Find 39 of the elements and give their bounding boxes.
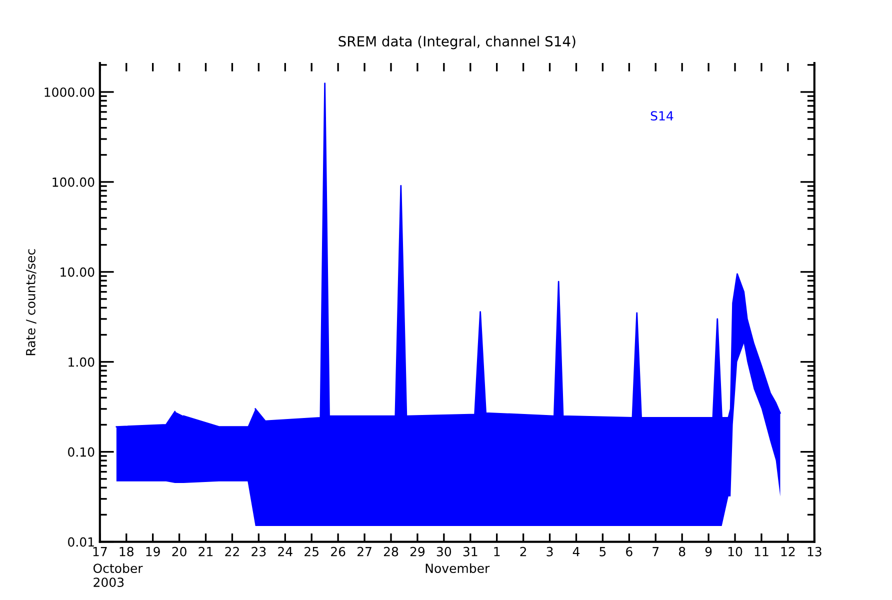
x-tick-label: 1 (494, 547, 500, 556)
x-tick-label: 21 (198, 546, 213, 556)
x-tick-label: 7 (652, 547, 659, 556)
y-tick-label: 100.00 (52, 177, 94, 187)
y-tick-label: 1000.00 (44, 87, 94, 97)
x-tick-label: 23 (252, 546, 266, 556)
y-tick-label: 1.00 (68, 357, 94, 367)
x-tick-label: 8 (678, 546, 686, 556)
text: November (426, 563, 490, 574)
chart-title: SREM data (Integral, channel S14) (338, 36, 576, 50)
text: October 2003 (93, 563, 143, 588)
x-tick-label: 18 (120, 546, 134, 556)
x-tick-label: 20 (172, 546, 186, 556)
x-tick-label: 28 (384, 546, 398, 556)
annotation: S14 (650, 111, 674, 121)
x-tick-label: 11 (754, 547, 768, 556)
x-tick-label: 6 (626, 546, 632, 556)
x-tick-label: 22 (225, 546, 239, 556)
x-tick-label: 25 (304, 546, 318, 556)
x-tick-label: 12 (781, 546, 795, 556)
x-tick-label: 24 (278, 546, 292, 556)
y-tick-label: 0.10 (68, 447, 94, 457)
x-tick-label: 30 (436, 546, 452, 556)
y-axis-title: Rate / counts/sec (26, 249, 36, 356)
x-tick-label: 17 (93, 547, 107, 556)
x-tick-label: 9 (705, 546, 712, 556)
x-tick-label: 2 (520, 546, 526, 556)
x-tick-label: 10 (728, 546, 742, 556)
x-tick-label: 5 (600, 547, 606, 556)
x-tick-label: 26 (331, 546, 346, 556)
y-tick-label: 10.00 (60, 267, 94, 277)
x-tick-label: 29 (410, 546, 425, 556)
x-tick-label: 4 (572, 547, 580, 556)
x-tick-label: 13 (808, 546, 822, 556)
x-tick-label: 3 (546, 546, 553, 556)
y-tick-label: 0.01 (68, 537, 94, 547)
x-tick-label: 31 (463, 546, 478, 556)
x-tick-label: 19 (146, 546, 160, 556)
x-tick-label: 27 (357, 546, 372, 556)
